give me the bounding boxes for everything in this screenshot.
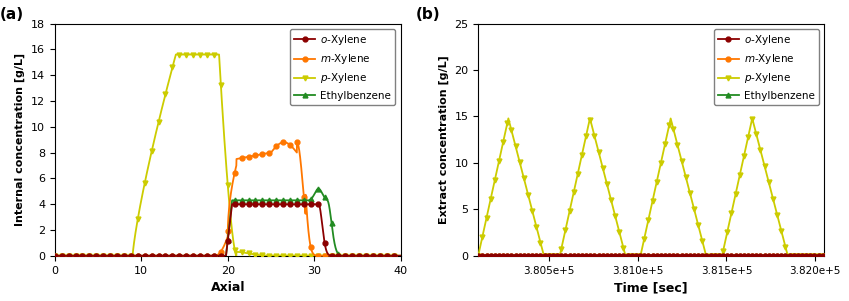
$o$-Xylene: [396, 254, 406, 258]
Ethylbenzene: [473, 254, 483, 257]
Line: Ethylbenzene: Ethylbenzene: [475, 253, 826, 258]
Legend: $o$-Xylene, $m$-Xylene, $p$-Xylene, Ethylbenzene: $o$-Xylene, $m$-Xylene, $p$-Xylene, Ethy…: [713, 29, 818, 105]
Ethylbenzene: [214, 254, 224, 258]
Ethylbenzene: [731, 254, 741, 257]
$o$-Xylene: [731, 254, 741, 258]
Ethylbenzene: [396, 254, 406, 258]
$m$-Xylene: [195, 254, 205, 258]
$p$-Xylene: [585, 116, 595, 120]
Ethylbenzene: [195, 254, 205, 258]
Ethylbenzene: [50, 254, 60, 258]
Ethylbenzene: [536, 254, 546, 257]
$o$-Xylene: [385, 254, 395, 258]
Text: (a): (a): [0, 7, 24, 22]
$p$-Xylene: [195, 53, 205, 56]
Y-axis label: Internal concentration [g/L]: Internal concentration [g/L]: [15, 53, 25, 226]
Ethylbenzene: [698, 254, 708, 257]
Ethylbenzene: [301, 198, 311, 202]
$o$-Xylene: [605, 254, 616, 258]
Line: $p$-Xylene: $p$-Xylene: [53, 52, 403, 258]
$p$-Xylene: [301, 254, 312, 258]
$m$-Xylene: [757, 254, 767, 258]
$m$-Xylene: [278, 141, 289, 144]
$m$-Xylene: [368, 254, 378, 258]
$o$-Xylene: [681, 254, 691, 258]
Y-axis label: Extract concentration [g/L]: Extract concentration [g/L]: [439, 55, 449, 224]
$m$-Xylene: [731, 254, 741, 258]
$m$-Xylene: [681, 254, 691, 258]
Line: $m$-Xylene: $m$-Xylene: [53, 140, 403, 258]
Legend: $o$-Xylene, $m$-Xylene, $p$-Xylene, Ethylbenzene: $o$-Xylene, $m$-Xylene, $p$-Xylene, Ethy…: [290, 29, 396, 105]
$o$-Xylene: [195, 254, 205, 258]
Ethylbenzene: [605, 254, 616, 257]
Line: $m$-Xylene: $m$-Xylene: [475, 253, 826, 258]
$p$-Xylene: [473, 254, 483, 258]
$m$-Xylene: [198, 254, 208, 258]
Ethylbenzene: [757, 254, 767, 257]
Ethylbenzene: [681, 254, 691, 257]
Ethylbenzene: [385, 254, 395, 258]
$p$-Xylene: [50, 254, 60, 258]
$m$-Xylene: [301, 200, 312, 204]
$m$-Xylene: [385, 254, 395, 258]
$p$-Xylene: [819, 254, 829, 258]
$p$-Xylene: [681, 175, 691, 178]
$o$-Xylene: [301, 202, 312, 206]
$o$-Xylene: [368, 254, 378, 258]
$o$-Xylene: [819, 254, 829, 258]
$m$-Xylene: [50, 254, 60, 258]
Line: $p$-Xylene: $p$-Xylene: [475, 116, 826, 258]
$o$-Xylene: [757, 254, 767, 258]
$m$-Xylene: [605, 254, 616, 258]
$p$-Xylene: [605, 196, 616, 200]
Text: (b): (b): [416, 7, 441, 22]
$p$-Xylene: [171, 53, 181, 56]
$p$-Xylene: [368, 254, 378, 258]
$m$-Xylene: [698, 254, 708, 258]
Line: Ethylbenzene: Ethylbenzene: [53, 186, 403, 258]
$p$-Xylene: [698, 243, 708, 246]
Ethylbenzene: [198, 254, 208, 258]
Ethylbenzene: [313, 187, 323, 191]
Line: $o$-Xylene: $o$-Xylene: [475, 253, 826, 258]
X-axis label: Axial: Axial: [211, 281, 245, 294]
$p$-Xylene: [396, 254, 406, 258]
$p$-Xylene: [536, 243, 546, 247]
$p$-Xylene: [198, 53, 208, 56]
$o$-Xylene: [698, 254, 708, 258]
Line: $o$-Xylene: $o$-Xylene: [53, 202, 403, 258]
Ethylbenzene: [368, 254, 378, 258]
$m$-Xylene: [473, 254, 483, 258]
$p$-Xylene: [385, 254, 395, 258]
$m$-Xylene: [819, 254, 829, 258]
$m$-Xylene: [214, 252, 224, 255]
$o$-Xylene: [536, 254, 546, 258]
X-axis label: Time [sec]: Time [sec]: [615, 281, 688, 294]
$o$-Xylene: [473, 254, 483, 258]
$m$-Xylene: [396, 254, 406, 258]
$p$-Xylene: [731, 189, 741, 193]
Ethylbenzene: [819, 254, 829, 257]
$m$-Xylene: [536, 254, 546, 258]
$o$-Xylene: [50, 254, 60, 258]
$p$-Xylene: [214, 55, 224, 59]
$o$-Xylene: [198, 254, 208, 258]
$p$-Xylene: [757, 157, 767, 160]
$o$-Xylene: [214, 254, 224, 258]
$o$-Xylene: [227, 202, 237, 206]
